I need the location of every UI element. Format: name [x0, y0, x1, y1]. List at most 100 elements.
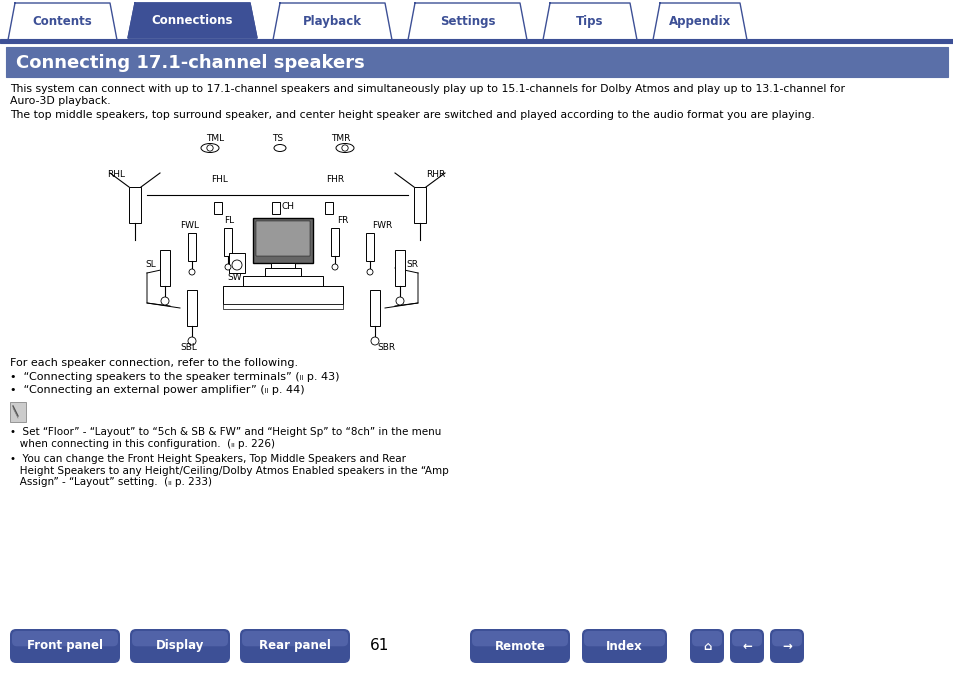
Bar [0, 39, 953, 43]
Text: Connections: Connections [152, 14, 233, 27]
Circle shape [207, 145, 213, 151]
Bar [6, 47, 947, 77]
FancyBboxPatch shape [583, 631, 664, 646]
Polygon shape [273, 3, 392, 40]
Bar [395, 250, 405, 286]
Polygon shape [652, 3, 746, 40]
Text: •  You can change the Front Height Speakers, Top Middle Speakers and Rear
   Hei: • You can change the Front Height Speake… [10, 454, 448, 487]
Circle shape [161, 297, 169, 305]
FancyBboxPatch shape [12, 631, 118, 646]
Text: The top middle speakers, top surround speaker, and center height speaker are swi: The top middle speakers, top surround sp… [10, 110, 814, 120]
Polygon shape [408, 3, 526, 40]
Text: Remote: Remote [494, 639, 545, 653]
Circle shape [188, 337, 195, 345]
Text: 61: 61 [370, 639, 389, 653]
Text: SL: SL [145, 260, 155, 269]
Text: SW: SW [227, 273, 241, 282]
Text: →: → [781, 639, 791, 653]
Text: •  “Connecting an external power amplifier” (ₗₗ p. 44): • “Connecting an external power amplifie… [10, 385, 304, 395]
Text: FHL: FHL [211, 175, 228, 184]
Bar [370, 290, 379, 326]
Bar [160, 250, 170, 286]
Bar [265, 268, 301, 276]
Text: SR: SR [406, 260, 417, 269]
Circle shape [371, 337, 378, 345]
Text: This system can connect with up to 17.1-channel speakers and simultaneously play: This system can connect with up to 17.1-… [10, 84, 844, 106]
Text: Rear panel: Rear panel [259, 639, 331, 653]
FancyBboxPatch shape [731, 631, 761, 646]
Bar [223, 304, 343, 309]
Bar [272, 202, 280, 214]
Text: Index: Index [605, 639, 642, 653]
Circle shape [189, 269, 194, 275]
Text: RHR: RHR [426, 170, 445, 179]
Text: RHL: RHL [107, 170, 125, 179]
Text: TML: TML [206, 134, 224, 143]
Text: SBR: SBR [376, 343, 395, 352]
Text: Display: Display [155, 639, 204, 653]
Ellipse shape [201, 143, 219, 153]
Text: •  Set “Floor” - “Layout” to “5ch & SB & FW” and “Height Sp” to “8ch” in the men: • Set “Floor” - “Layout” to “5ch & SB & … [10, 427, 441, 449]
FancyBboxPatch shape [581, 629, 666, 663]
FancyBboxPatch shape [472, 631, 567, 646]
Bar [325, 202, 333, 214]
FancyBboxPatch shape [769, 629, 803, 663]
FancyBboxPatch shape [130, 629, 230, 663]
Circle shape [341, 145, 348, 151]
Text: Settings: Settings [439, 15, 495, 28]
Text: FWL: FWL [180, 221, 199, 230]
Text: Front panel: Front panel [27, 639, 103, 653]
Bar [213, 202, 222, 214]
Text: TMR: TMR [331, 134, 350, 143]
Circle shape [332, 264, 337, 270]
Text: For each speaker connection, refer to the following.: For each speaker connection, refer to th… [10, 358, 297, 368]
Bar [271, 263, 294, 268]
FancyBboxPatch shape [729, 629, 763, 663]
Bar [224, 228, 232, 256]
Bar [188, 233, 195, 261]
FancyBboxPatch shape [240, 629, 350, 663]
Text: FHR: FHR [326, 175, 344, 184]
FancyBboxPatch shape [132, 631, 228, 646]
Text: SBL: SBL [180, 343, 196, 352]
Text: ←: ← [741, 639, 751, 653]
Bar [229, 253, 245, 273]
Bar [366, 233, 374, 261]
Text: CH: CH [282, 202, 294, 211]
Text: FWR: FWR [372, 221, 392, 230]
Text: Tips: Tips [576, 15, 603, 28]
Text: Playback: Playback [303, 15, 361, 28]
Bar [243, 276, 323, 286]
Bar [331, 228, 338, 256]
Text: TS: TS [272, 134, 283, 143]
Bar [129, 187, 141, 223]
Text: FL: FL [224, 216, 233, 225]
FancyBboxPatch shape [689, 629, 723, 663]
FancyBboxPatch shape [691, 631, 721, 646]
FancyBboxPatch shape [771, 631, 801, 646]
Ellipse shape [274, 145, 286, 151]
FancyBboxPatch shape [470, 629, 569, 663]
Text: Connecting 17.1-channel speakers: Connecting 17.1-channel speakers [16, 54, 364, 72]
FancyBboxPatch shape [242, 631, 348, 646]
Bar [187, 290, 196, 326]
Text: FR: FR [336, 216, 348, 225]
Circle shape [367, 269, 373, 275]
Circle shape [395, 297, 403, 305]
Bar [414, 187, 426, 223]
Polygon shape [542, 3, 637, 40]
Bar [253, 218, 313, 263]
Text: Contents: Contents [32, 15, 92, 28]
FancyBboxPatch shape [10, 629, 120, 663]
Bar [255, 221, 310, 256]
Bar [223, 286, 343, 304]
Text: ⌂: ⌂ [702, 639, 710, 653]
Circle shape [225, 264, 231, 270]
Polygon shape [128, 3, 256, 38]
Text: Appendix: Appendix [668, 15, 730, 28]
Ellipse shape [335, 143, 354, 153]
Text: •  “Connecting speakers to the speaker terminals” (ₗₗ p. 43): • “Connecting speakers to the speaker te… [10, 372, 339, 382]
Bar [10, 402, 26, 422]
Polygon shape [8, 3, 117, 40]
Circle shape [232, 260, 242, 270]
